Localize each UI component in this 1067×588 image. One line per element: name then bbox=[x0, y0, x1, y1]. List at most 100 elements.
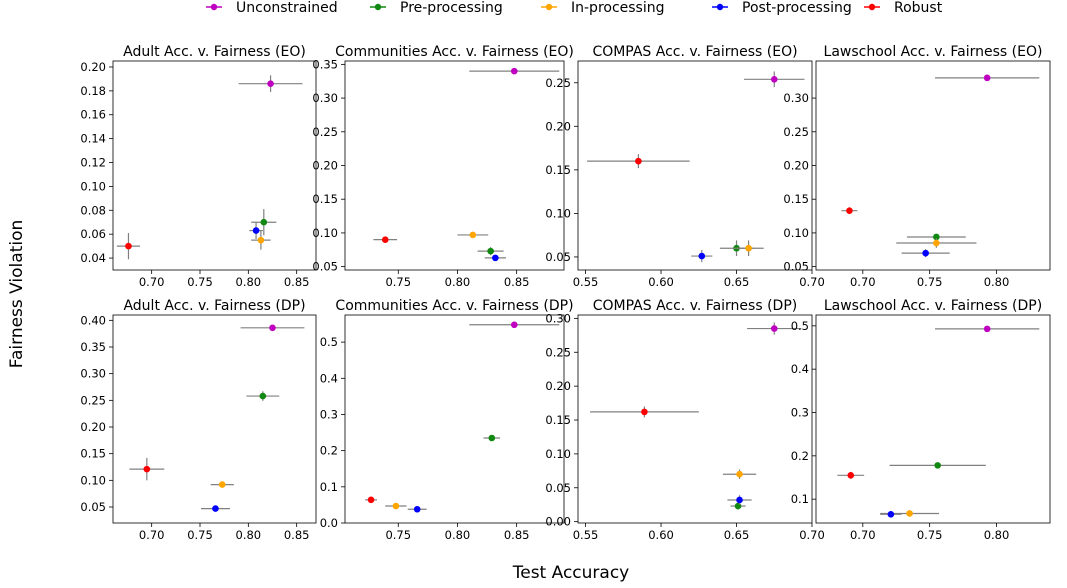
x-tick-label: 0.75 bbox=[187, 528, 213, 542]
y-tick-label: 0.5 bbox=[320, 335, 338, 349]
plot-frame bbox=[577, 314, 813, 524]
y-tick-label: 0.35 bbox=[80, 340, 106, 354]
legend-label: Pre-processing bbox=[400, 0, 503, 16]
y-tick-label: 0.05 bbox=[783, 260, 809, 274]
x-tick-label: 0.65 bbox=[724, 528, 750, 542]
x-tick-label: 0.75 bbox=[187, 275, 213, 289]
data-point bbox=[983, 325, 991, 333]
x-tick-label: 0.70 bbox=[850, 275, 876, 289]
y-tick-label: 0.2 bbox=[791, 449, 809, 463]
x-tick-label: 0.75 bbox=[385, 275, 411, 289]
panel-title: Lawschool Acc. v. Fairness (EO) bbox=[824, 44, 1043, 60]
data-point bbox=[698, 252, 706, 260]
y-tick-label: 0.10 bbox=[312, 226, 338, 240]
data-point bbox=[392, 502, 400, 510]
plot-frame bbox=[815, 314, 1051, 524]
plot-frame bbox=[112, 60, 317, 271]
y-tick-label: 0.25 bbox=[80, 393, 106, 407]
y-tick-label: 0.06 bbox=[80, 227, 106, 241]
y-tick-label: 0.20 bbox=[783, 159, 809, 173]
legend-label: Unconstrained bbox=[236, 0, 338, 16]
chart-panel: Adult Acc. v. Fairness (EO) 0.70 0.75 0.80 0… bbox=[80, 44, 317, 289]
y-tick-label: 0.18 bbox=[80, 84, 106, 98]
data-point bbox=[212, 505, 219, 512]
data-point bbox=[218, 481, 226, 488]
legend-swatch-marker bbox=[545, 3, 553, 11]
y-tick-label: 0.05 bbox=[80, 500, 106, 514]
y-tick-label: 0.12 bbox=[80, 156, 106, 170]
data-point bbox=[934, 462, 941, 469]
data-point bbox=[510, 67, 518, 75]
x-tick-label: 0.70 bbox=[850, 528, 876, 542]
legend-label: In-processing bbox=[571, 0, 665, 16]
data-point bbox=[469, 231, 477, 239]
data-point bbox=[745, 244, 752, 252]
data-point bbox=[847, 472, 855, 479]
x-tick-label: 0.80 bbox=[445, 528, 471, 542]
data-point bbox=[734, 502, 742, 510]
legend-item: Pre-processing bbox=[370, 0, 503, 16]
y-tick-label: 0.05 bbox=[545, 250, 571, 264]
x-tick-label: 0.70 bbox=[139, 528, 165, 542]
y-tick-label: 0.1 bbox=[320, 480, 338, 494]
plot-frame bbox=[112, 314, 317, 524]
data-point bbox=[770, 325, 778, 332]
data-point bbox=[413, 505, 421, 513]
chart-panel: Communities Acc. v. Fairness (EO) 0.75 0.8… bbox=[312, 44, 574, 289]
y-tick-label: 0.20 bbox=[312, 159, 338, 173]
y-tick-label: 0.04 bbox=[80, 251, 106, 265]
data-point bbox=[983, 74, 991, 82]
y-tick-label: 0.4 bbox=[320, 371, 338, 385]
legend-item: Unconstrained bbox=[206, 0, 338, 16]
x-tick-label: 0.75 bbox=[385, 528, 411, 542]
data-point bbox=[922, 249, 929, 257]
data-point bbox=[641, 408, 648, 416]
y-tick-label: 0.30 bbox=[312, 91, 338, 105]
panel-title: COMPAS Acc. v. Fairness (DP) bbox=[593, 298, 797, 314]
x-tick-label: 0.75 bbox=[917, 275, 943, 289]
data-point bbox=[259, 392, 267, 400]
y-tick-label: 0.20 bbox=[80, 420, 106, 434]
y-tick-label: 0.40 bbox=[80, 313, 106, 327]
x-tick-label: 0.80 bbox=[984, 275, 1010, 289]
x-tick-label: 0.85 bbox=[504, 528, 530, 542]
chart-panel: Lawschool Acc. v. Fairness (EO) 0.70 0.75 0… bbox=[783, 44, 1051, 289]
data-point bbox=[635, 157, 642, 165]
data-point bbox=[488, 434, 496, 442]
data-point bbox=[770, 75, 778, 83]
y-tick-label: 0.4 bbox=[791, 362, 809, 376]
legend: Unconstrained Pre-processing In-processing… bbox=[206, 0, 943, 16]
x-tick-label: 0.85 bbox=[284, 528, 310, 542]
y-tick-label: 0.15 bbox=[80, 447, 106, 461]
chart-panel: Communities Acc. v. Fairness (DP) 0.75 0.8… bbox=[320, 298, 574, 542]
y-tick-label: 0.3 bbox=[320, 407, 338, 421]
y-tick-label: 0.15 bbox=[783, 192, 809, 206]
y-tick-label: 0.05 bbox=[312, 260, 338, 274]
data-point bbox=[260, 218, 268, 226]
legend-item: Robust bbox=[864, 0, 943, 16]
y-tick-label: 0.25 bbox=[783, 125, 809, 139]
y-tick-label: 0.16 bbox=[80, 108, 106, 122]
data-point bbox=[846, 207, 853, 214]
y-tick-label: 0.15 bbox=[312, 192, 338, 206]
x-tick-label: 0.70 bbox=[139, 275, 165, 289]
panel-title: Communities Acc. v. Fairness (EO) bbox=[335, 44, 574, 60]
data-point bbox=[933, 239, 940, 247]
data-point bbox=[887, 511, 895, 518]
x-tick-label: 0.85 bbox=[504, 275, 530, 289]
data-point bbox=[269, 324, 276, 332]
y-tick-label: 0.15 bbox=[545, 163, 571, 177]
x-tick-label: 0.65 bbox=[724, 275, 750, 289]
panel-title: COMPAS Acc. v. Fairness (EO) bbox=[592, 44, 797, 60]
panel-title: Adult Acc. v. Fairness (EO) bbox=[123, 44, 306, 60]
x-tick-label: 0.55 bbox=[573, 275, 599, 289]
legend-label: Robust bbox=[894, 0, 943, 16]
panel-title: Communities Acc. v. Fairness (DP) bbox=[335, 298, 573, 314]
legend-item: Post-processing bbox=[712, 0, 852, 16]
legend-label: Post-processing bbox=[742, 0, 852, 16]
chart-panels: Adult Acc. v. Fairness (EO) 0.70 0.75 0.80 0… bbox=[80, 44, 1051, 542]
plot-frame bbox=[577, 60, 813, 271]
data-point bbox=[257, 236, 265, 244]
y-tick-label: 0.25 bbox=[312, 125, 338, 139]
x-tick-label: 0.70 bbox=[799, 275, 825, 289]
